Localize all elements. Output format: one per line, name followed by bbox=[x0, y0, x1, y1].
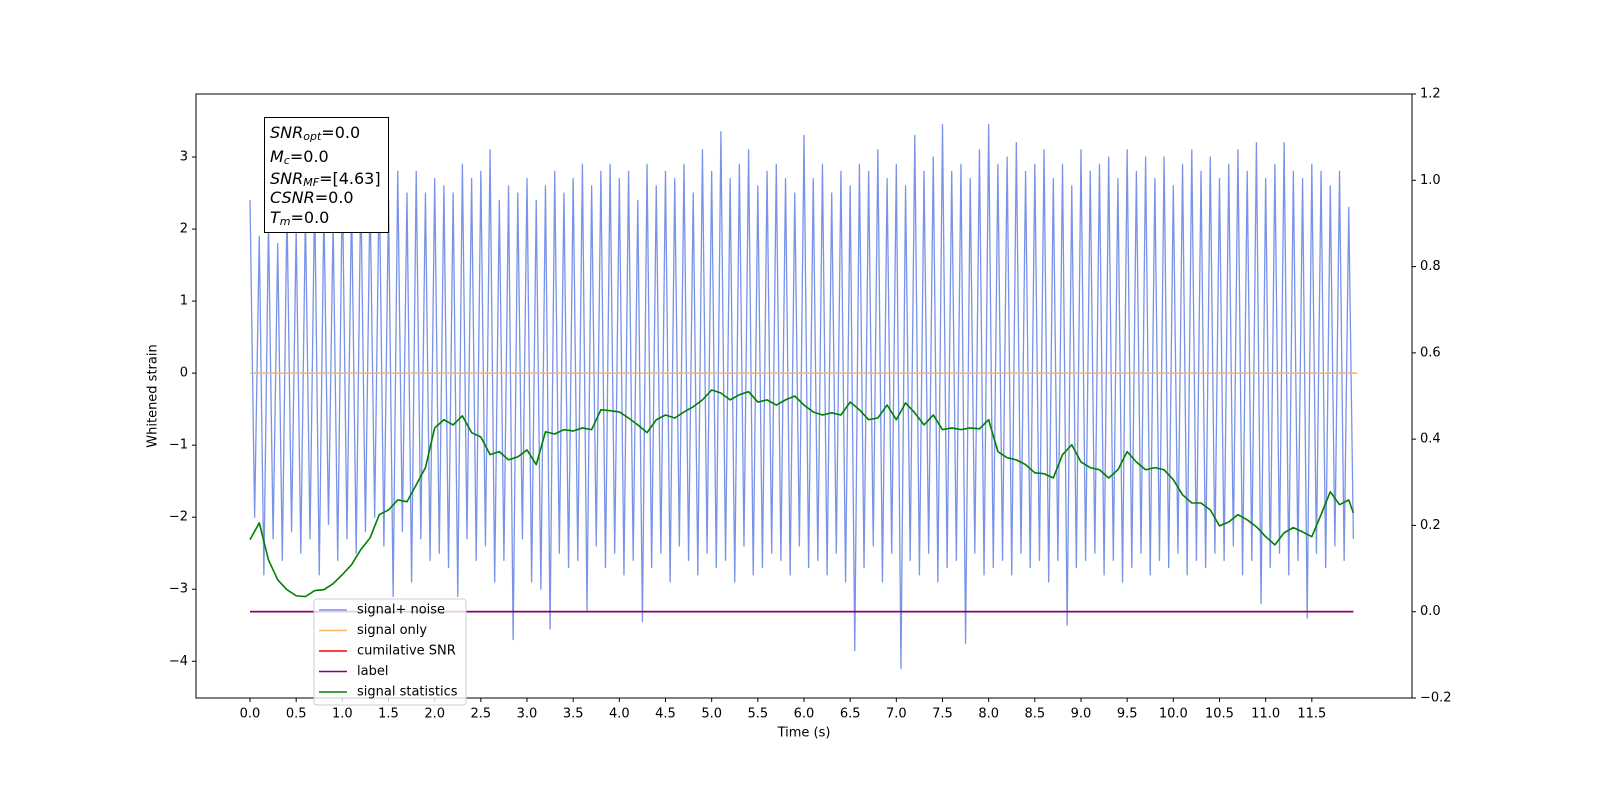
legend-label: signal only bbox=[357, 623, 427, 638]
y-tick-label: 2 bbox=[180, 222, 188, 237]
annotation-symbol: T bbox=[270, 208, 281, 227]
legend: signal+ noise signal only cumilative SNR la… bbox=[313, 598, 467, 706]
annotation-subscript: opt bbox=[303, 130, 322, 143]
y-tick-label: 1 bbox=[180, 294, 188, 309]
x-tick-label: 6.5 bbox=[840, 707, 861, 722]
annotation-line: SNRMF=[4.63] bbox=[270, 169, 381, 190]
legend-frame bbox=[313, 598, 467, 706]
x-tick-label: 2.5 bbox=[470, 707, 491, 722]
x-tick-label: 5.0 bbox=[701, 707, 722, 722]
series-line bbox=[249, 123, 1355, 670]
x-tick-label: 11.5 bbox=[1297, 707, 1326, 722]
annotation: SNRopt=0.0Mc=0.0SNRMF=[4.63]CSNR=0.0Tm=0… bbox=[264, 117, 389, 233]
y-tick-label: −4 bbox=[169, 654, 188, 669]
annotation-symbol: SNR bbox=[270, 169, 303, 188]
legend-label: label bbox=[357, 664, 388, 679]
x-tick-label: 11.0 bbox=[1251, 707, 1280, 722]
x-tick-label: 4.0 bbox=[609, 707, 630, 722]
x-tick-label: 4.5 bbox=[655, 707, 676, 722]
annotation-value: =0.0 bbox=[321, 123, 360, 142]
annotation-symbol: M bbox=[270, 147, 284, 166]
y2-tick-label: 0.0 bbox=[1420, 604, 1441, 619]
x-axis-label: Time (s) bbox=[777, 726, 831, 741]
x-tick-label: 5.5 bbox=[747, 707, 768, 722]
x-tick-label: 6.0 bbox=[794, 707, 815, 722]
x-tick-label: 0.5 bbox=[286, 707, 307, 722]
annotation-subscript: MF bbox=[303, 176, 319, 189]
y2-tick-label: 0.2 bbox=[1420, 518, 1441, 533]
y2-tick-label: 1.0 bbox=[1420, 173, 1441, 188]
y2-tick-label: 0.6 bbox=[1420, 345, 1441, 360]
x-tick-label: 3.0 bbox=[517, 707, 538, 722]
x-tick-label: 3.5 bbox=[563, 707, 584, 722]
annotation-line: Tm=0.0 bbox=[270, 208, 329, 229]
annotation-value: =0.0 bbox=[315, 188, 354, 207]
y2-tick-label: 1.2 bbox=[1420, 87, 1441, 102]
annotation-subscript: m bbox=[280, 215, 291, 228]
x-tick-label: 9.5 bbox=[1117, 707, 1138, 722]
x-tick-label: 0.0 bbox=[240, 707, 261, 722]
x-tick-label: 8.5 bbox=[1024, 707, 1045, 722]
x-tick-label: 10.0 bbox=[1159, 707, 1188, 722]
annotation-line: CSNR=0.0 bbox=[270, 188, 354, 207]
annotation-line: SNRopt=0.0 bbox=[270, 123, 360, 144]
x-tick-label: 1.0 bbox=[332, 707, 353, 722]
y2-tick-label: 0.4 bbox=[1420, 432, 1441, 447]
x-tick-label: 7.0 bbox=[886, 707, 907, 722]
y-tick-label: −2 bbox=[169, 510, 188, 525]
x-tick-label: 10.5 bbox=[1205, 707, 1234, 722]
annotation-frame bbox=[264, 117, 389, 233]
legend-label: cumilative SNR bbox=[357, 644, 456, 659]
annotation-value: =0.0 bbox=[290, 147, 329, 166]
series-line bbox=[249, 389, 1355, 598]
annotation-subscript: c bbox=[284, 154, 290, 167]
annotation-value: =[4.63] bbox=[319, 169, 381, 188]
y-tick-label: −1 bbox=[169, 438, 188, 453]
x-tick-label: 9.0 bbox=[1071, 707, 1092, 722]
annotation-value: =0.0 bbox=[291, 208, 330, 227]
y-tick-label: 3 bbox=[180, 150, 188, 165]
y-axis-label: Whitened strain bbox=[146, 344, 161, 447]
annotation-symbol: CSNR bbox=[270, 188, 315, 207]
y2-tick-label: 0.8 bbox=[1420, 259, 1441, 274]
x-tick-label: 7.5 bbox=[932, 707, 953, 722]
legend-label: signal statistics bbox=[357, 685, 458, 700]
annotation-symbol: SNR bbox=[270, 123, 303, 142]
y2-tick-label: −0.2 bbox=[1420, 691, 1452, 706]
legend-label: signal+ noise bbox=[357, 603, 445, 618]
annotation-line: Mc=0.0 bbox=[270, 147, 329, 168]
y-tick-label: −3 bbox=[169, 582, 188, 597]
x-tick-label: 8.0 bbox=[978, 707, 999, 722]
y-tick-label: 0 bbox=[180, 366, 188, 381]
x-tick-label: 2.0 bbox=[424, 707, 445, 722]
x-tick-label: 1.5 bbox=[378, 707, 399, 722]
